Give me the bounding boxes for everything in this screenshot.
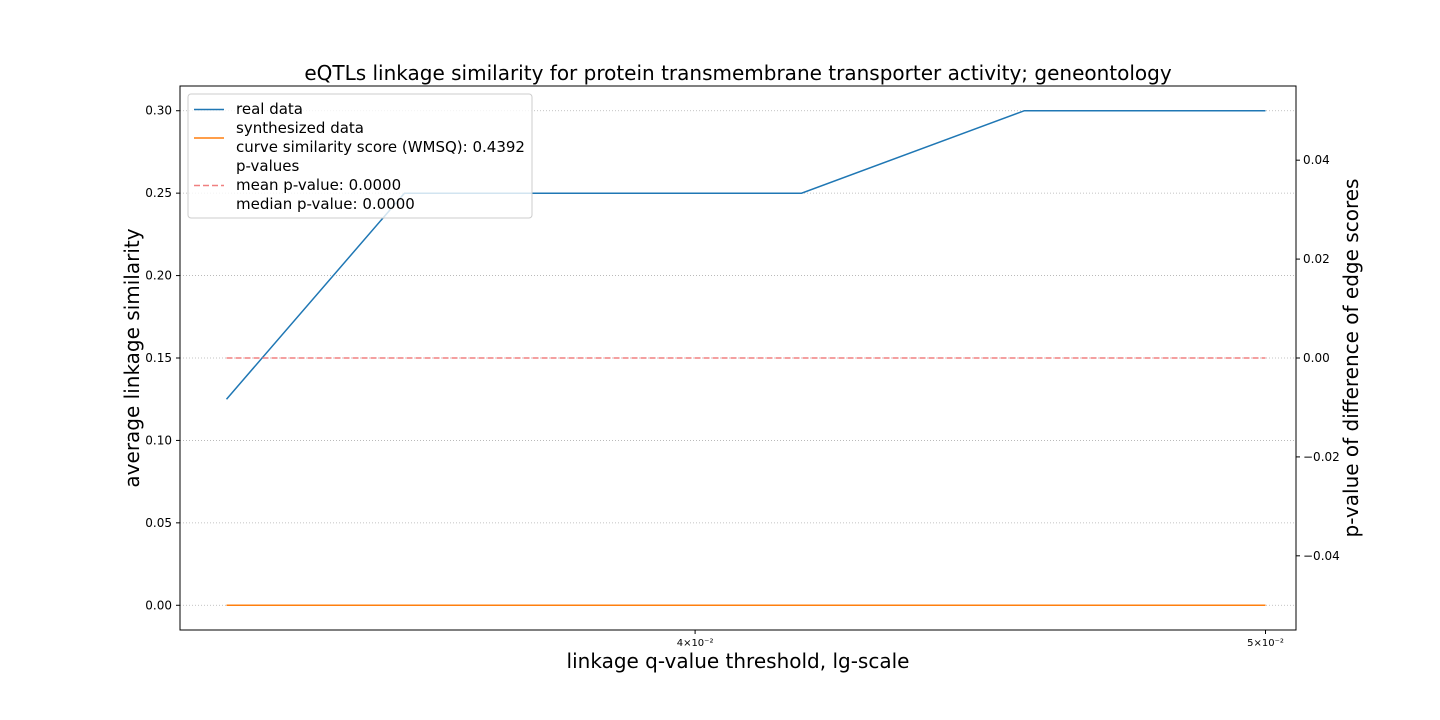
y2-tick-label: −0.02	[1303, 450, 1340, 464]
legend-label: mean p-value: 0.0000	[236, 176, 401, 194]
legend-label: curve similarity score (WMSQ): 0.4392	[236, 138, 525, 156]
x-tick-label: 4×10⁻²	[677, 638, 714, 649]
x-axis-label: linkage q-value threshold, lg-scale	[567, 649, 910, 673]
series-line-0	[225, 109, 1266, 400]
y-tick-label: 0.15	[145, 351, 172, 365]
y2-tick-label: 0.04	[1303, 153, 1330, 167]
y2-tick-label: −0.04	[1303, 549, 1340, 563]
y-tick-label: 0.05	[145, 516, 172, 530]
y-tick-label: 0.25	[145, 186, 172, 200]
legend-label: synthesized data	[236, 119, 364, 137]
y-axis: 0.00 0.05 0.10 0.15 0.20 0.25 0.30	[145, 104, 180, 612]
legend-box	[187, 93, 533, 219]
y2-tick-label: 0.00	[1303, 351, 1330, 365]
chart-title: eQTLs linkage similarity for protein tra…	[304, 61, 1172, 85]
y-tick-label: 0.10	[145, 433, 172, 447]
legend-label: p-values	[236, 157, 300, 175]
y-tick-label: 0.00	[145, 598, 172, 612]
y-axis-label: average linkage similarity	[120, 228, 144, 487]
series-layer	[225, 109, 1266, 607]
x-tick-label: 5×10⁻²	[1247, 638, 1284, 649]
x-axis: 4×10⁻² 5×10⁻²	[677, 630, 1284, 649]
y2-tick-label: 0.02	[1303, 252, 1330, 266]
legend-label: real data	[236, 100, 303, 118]
y2-axis: −0.04 −0.02 0.00 0.02 0.04	[1296, 153, 1340, 563]
legend-label: median p-value: 0.0000	[236, 195, 415, 213]
y2-axis-label: p-value of difference of edge scores	[1339, 179, 1363, 538]
y-tick-label: 0.20	[145, 269, 172, 283]
y-tick-label: 0.30	[145, 104, 172, 118]
